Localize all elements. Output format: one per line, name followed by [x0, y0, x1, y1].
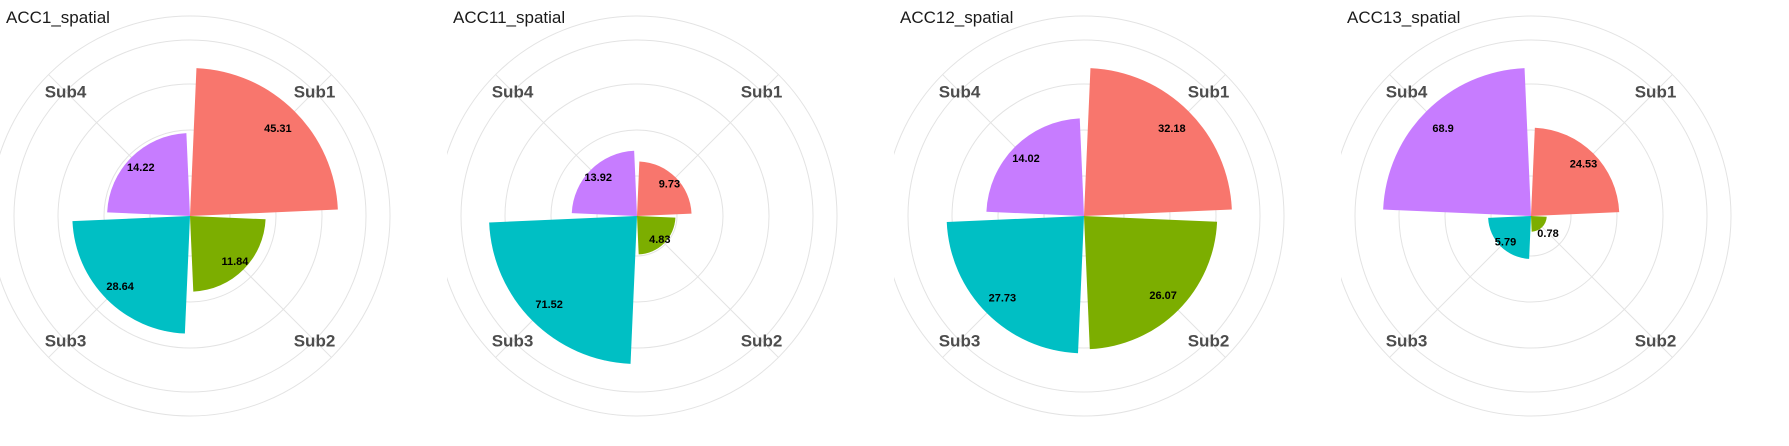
category-label-sub1: Sub1	[294, 83, 336, 102]
grid-circle	[951, 83, 1217, 349]
bar-sub1	[190, 68, 338, 216]
value-label-sub2: 26.07	[1149, 290, 1177, 302]
grid-circle	[1398, 83, 1664, 349]
category-label-sub2: Sub2	[741, 332, 783, 351]
bar-sub2	[637, 216, 676, 255]
grid-circle	[596, 175, 678, 257]
category-label-sub4: Sub4	[45, 83, 87, 102]
category-label-sub1: Sub1	[741, 83, 783, 102]
value-label-sub4: 14.02	[1012, 153, 1040, 165]
category-label-sub1: Sub1	[1635, 83, 1677, 102]
grid-circle	[460, 39, 814, 393]
value-label-sub3: 71.52	[535, 299, 563, 311]
polar-chart: 32.18 26.07 27.73 14.02 Sub1 Sub2 Sub3 Sub4	[894, 15, 1285, 417]
value-label-sub3: 28.64	[106, 281, 134, 293]
bar-sub1	[637, 161, 692, 216]
chart-panel: 45.31 11.84 28.64 14.22 Sub1 Sub2 Sub3 Sub4 ACC1…	[0, 0, 447, 446]
grid-circle	[1444, 129, 1618, 303]
grid-circle	[1043, 175, 1125, 257]
bar-sub1	[1084, 68, 1232, 216]
bar-sub4	[571, 150, 637, 216]
bar-sub3	[1488, 216, 1531, 259]
bar-sub3	[72, 216, 190, 334]
grid-circle	[13, 39, 367, 393]
grid-circle	[1354, 39, 1708, 393]
grid-circle	[447, 15, 838, 417]
bar-sub2	[1531, 216, 1547, 232]
grid-circle	[57, 83, 323, 349]
value-label-sub4: 14.22	[127, 162, 155, 174]
polar-chart: 9.73 4.83 71.52 13.92 Sub1 Sub2 Sub3 Sub4	[447, 15, 838, 417]
bar-sub4	[986, 118, 1084, 216]
bar-sub2	[190, 216, 266, 292]
category-label-sub2: Sub2	[1188, 332, 1230, 351]
panel-title: ACC13_spatial	[1347, 8, 1461, 27]
value-label-sub1: 45.31	[264, 123, 292, 135]
category-label-sub4: Sub4	[1386, 83, 1428, 102]
value-label-sub1: 32.18	[1158, 123, 1186, 135]
grid-circle	[103, 129, 277, 303]
grid-spoke	[1530, 215, 1673, 358]
category-label-sub2: Sub2	[294, 332, 336, 351]
category-label-sub4: Sub4	[939, 83, 981, 102]
grid-circle	[894, 15, 1285, 417]
value-label-sub2: 0.78	[1537, 228, 1558, 240]
chart-panel: 9.73 4.83 71.52 13.92 Sub1 Sub2 Sub3 Sub4 ACC11_…	[447, 0, 894, 446]
category-label-sub3: Sub3	[1386, 332, 1428, 351]
polar-chart: 24.53 0.78 5.79 68.9 Sub1 Sub2 Sub3 Sub4	[1341, 15, 1732, 417]
grid-circle	[1341, 15, 1732, 417]
bar-sub2	[1084, 216, 1218, 350]
value-label-sub1: 9.73	[659, 179, 680, 191]
polar-chart: 45.31 11.84 28.64 14.22 Sub1 Sub2 Sub3 Sub4	[0, 15, 391, 417]
grid-circle	[1490, 175, 1572, 257]
bar-sub1	[1531, 127, 1620, 216]
value-label-sub4: 13.92	[584, 172, 612, 184]
grid-circle	[997, 129, 1171, 303]
category-label-sub2: Sub2	[1635, 332, 1677, 351]
chart-panel: 32.18 26.07 27.73 14.02 Sub1 Sub2 Sub3 Sub4 ACC1…	[894, 0, 1341, 446]
chart-panel: 24.53 0.78 5.79 68.9 Sub1 Sub2 Sub3 Sub4 ACC13_s…	[1341, 0, 1788, 446]
grid-circle	[0, 15, 391, 417]
category-label-sub3: Sub3	[939, 332, 981, 351]
value-label-sub2: 11.84	[221, 256, 249, 268]
panel-title: ACC11_spatial	[453, 8, 566, 27]
panel-title: ACC1_spatial	[6, 8, 110, 27]
bar-sub3	[489, 216, 637, 364]
bar-sub4	[1383, 68, 1531, 216]
value-label-sub3: 27.73	[989, 293, 1017, 305]
bar-sub3	[946, 216, 1084, 354]
bar-sub4	[107, 133, 190, 216]
category-label-sub3: Sub3	[492, 332, 534, 351]
category-label-sub1: Sub1	[1188, 83, 1230, 102]
panel-title: ACC12_spatial	[900, 8, 1014, 27]
value-label-sub4: 68.9	[1432, 123, 1453, 135]
value-label-sub3: 5.79	[1495, 237, 1516, 249]
grid-circle	[907, 39, 1261, 393]
grid-circle	[149, 175, 231, 257]
grid-circle	[504, 83, 770, 349]
grid-circle	[550, 129, 724, 303]
category-label-sub4: Sub4	[492, 83, 534, 102]
category-label-sub3: Sub3	[45, 332, 87, 351]
value-label-sub1: 24.53	[1570, 159, 1598, 171]
value-label-sub2: 4.83	[649, 234, 670, 246]
